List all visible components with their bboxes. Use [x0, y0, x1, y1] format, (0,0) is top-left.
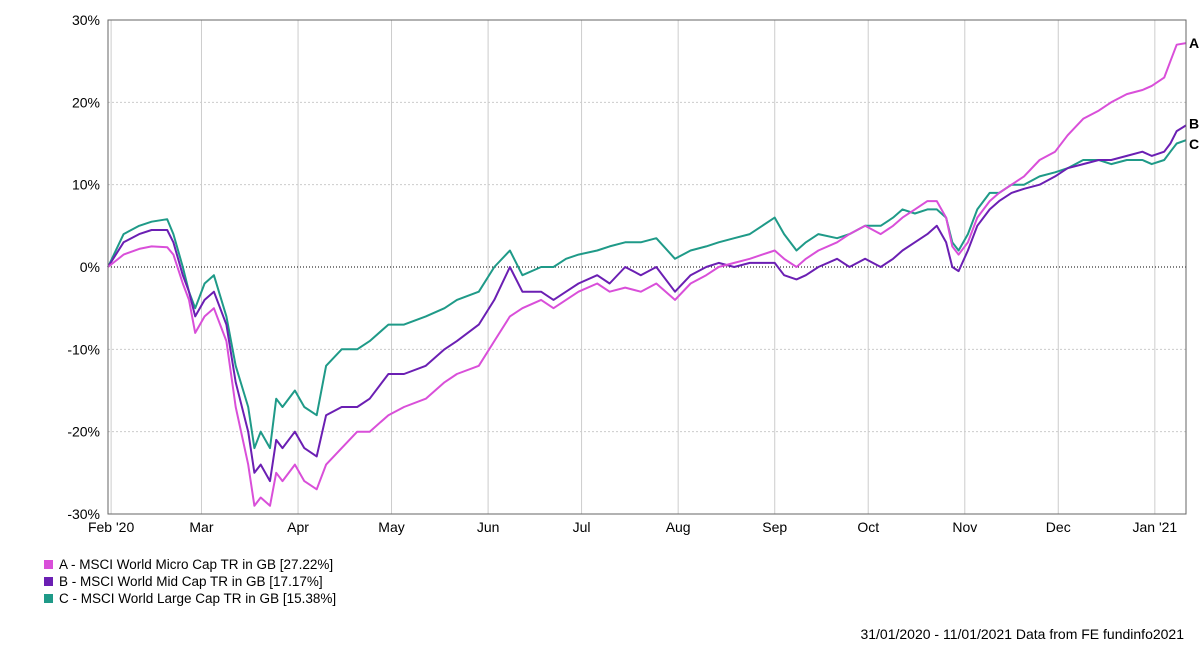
x-tick-label: May — [378, 519, 404, 535]
plot-area-background — [108, 20, 1186, 514]
y-tick-label: 20% — [72, 94, 100, 110]
y-tick-label: 0% — [80, 259, 100, 275]
x-tick-label: Oct — [857, 519, 879, 535]
x-tick-label: Nov — [952, 519, 977, 535]
x-tick-label: Apr — [287, 519, 309, 535]
legend-label-a: A - MSCI World Micro Cap TR in GB [27.22… — [59, 557, 334, 572]
y-tick-label: 10% — [72, 177, 100, 193]
performance-line-chart: 30% 20% 10% 0% -10% -20% -30% Feb '20 Mar Apr May… — [67, 12, 1199, 535]
series-end-label-c: C — [1189, 136, 1199, 152]
x-tick-label: Jun — [477, 519, 500, 535]
series-line-a — [107, 42, 1187, 507]
y-tick-label: -20% — [67, 424, 100, 440]
x-tick-label: Jan '21 — [1132, 519, 1177, 535]
y-tick-label: 30% — [72, 12, 100, 28]
date-range-source-footer: 31/01/2020 - 11/01/2021 Data from FE fun… — [860, 626, 1184, 642]
y-tick-label: -10% — [67, 341, 100, 357]
y-axis-tick-labels: 30% 20% 10% 0% -10% -20% -30% — [67, 12, 100, 522]
x-tick-label: Dec — [1046, 519, 1071, 535]
x-tick-label: Aug — [666, 519, 691, 535]
series-end-label-b: B — [1189, 115, 1199, 131]
x-axis-tick-labels: Feb '20 Mar Apr May Jun Jul Aug Sep Oct Nov Dec Jan… — [88, 519, 1177, 535]
legend-swatch-c — [44, 594, 53, 603]
legend-item-c: C - MSCI World Large Cap TR in GB [15.38… — [44, 590, 336, 607]
series-end-labels: A BC — [1189, 35, 1199, 152]
series-end-label-a: A — [1189, 35, 1199, 51]
legend: A - MSCI World Micro Cap TR in GB [27.22… — [44, 556, 336, 607]
legend-swatch-b — [44, 577, 53, 586]
legend-item-b: B - MSCI World Mid Cap TR in GB [17.17%] — [44, 573, 336, 590]
legend-label-b: B - MSCI World Mid Cap TR in GB [17.17%] — [59, 574, 323, 589]
legend-item-a: A - MSCI World Micro Cap TR in GB [27.22… — [44, 556, 336, 573]
x-tick-label: Jul — [573, 519, 591, 535]
x-tick-label: Sep — [762, 519, 787, 535]
x-tick-label: Mar — [189, 519, 213, 535]
series-line-b — [107, 124, 1187, 483]
series-lines — [107, 42, 1187, 507]
legend-swatch-a — [44, 560, 53, 569]
y-tick-label: -30% — [67, 506, 100, 522]
plot-area-border — [107, 19, 1187, 515]
legend-label-c: C - MSCI World Large Cap TR in GB [15.38… — [59, 591, 337, 606]
x-tick-label: Feb '20 — [88, 519, 134, 535]
